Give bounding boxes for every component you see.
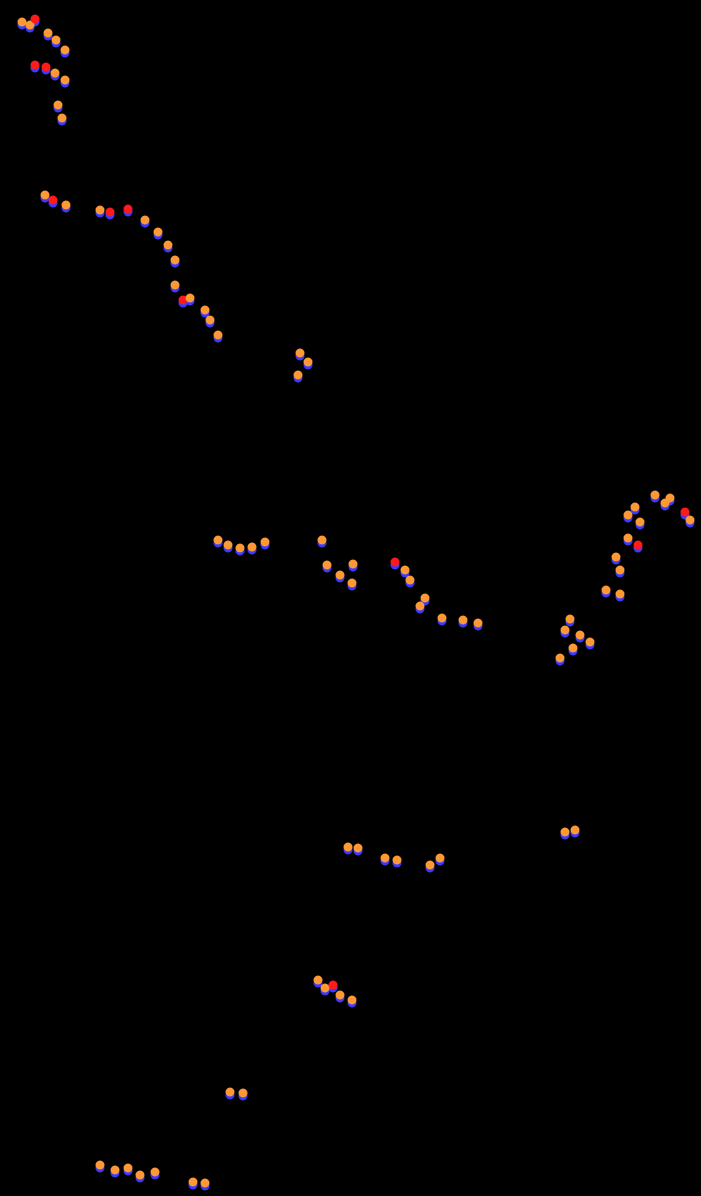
- point-marker: [201, 306, 210, 315]
- point-marker: [354, 844, 363, 853]
- scatter-plot: [0, 0, 701, 1196]
- point-marker: [164, 241, 173, 250]
- point-marker: [391, 558, 400, 567]
- point-marker: [239, 1089, 248, 1098]
- point-marker: [124, 1164, 133, 1173]
- point-marker: [666, 494, 675, 503]
- point-marker: [41, 191, 50, 200]
- point-marker: [52, 36, 61, 45]
- point-marker: [96, 206, 105, 215]
- point-marker: [571, 826, 580, 835]
- point-marker: [561, 828, 570, 837]
- point-marker: [348, 579, 357, 588]
- point-marker: [304, 358, 313, 367]
- point-marker: [561, 626, 570, 635]
- point-marker: [201, 1179, 210, 1188]
- point-marker: [576, 631, 585, 640]
- point-marker: [556, 654, 565, 663]
- point-marker: [348, 996, 357, 1005]
- point-marker: [624, 511, 633, 520]
- point-marker: [248, 543, 257, 552]
- point-marker: [51, 69, 60, 78]
- point-marker: [61, 76, 70, 85]
- point-marker: [436, 854, 445, 863]
- point-marker: [459, 616, 468, 625]
- point-marker: [31, 15, 40, 24]
- point-marker: [186, 294, 195, 303]
- point-marker: [686, 516, 695, 525]
- point-marker: [236, 544, 245, 553]
- point-marker: [214, 536, 223, 545]
- point-marker: [261, 538, 270, 547]
- point-marker: [136, 1171, 145, 1180]
- point-marker: [171, 256, 180, 265]
- plot-background: [0, 0, 701, 1196]
- point-marker: [438, 614, 447, 623]
- point-marker: [54, 101, 63, 110]
- point-marker: [566, 615, 575, 624]
- point-marker: [349, 560, 358, 569]
- point-marker: [602, 586, 611, 595]
- point-marker: [318, 536, 327, 545]
- point-marker: [651, 491, 660, 500]
- point-marker: [401, 566, 410, 575]
- point-marker: [44, 29, 53, 38]
- point-marker: [612, 553, 621, 562]
- point-marker: [344, 843, 353, 852]
- point-marker: [224, 541, 233, 550]
- point-marker: [124, 205, 133, 214]
- point-marker: [206, 316, 215, 325]
- point-marker: [416, 602, 425, 611]
- point-marker: [296, 349, 305, 358]
- point-marker: [381, 854, 390, 863]
- point-marker: [189, 1178, 198, 1187]
- point-marker: [106, 208, 115, 217]
- point-marker: [631, 503, 640, 512]
- point-marker: [141, 216, 150, 225]
- point-marker: [321, 984, 330, 993]
- point-marker: [634, 541, 643, 550]
- point-marker: [151, 1168, 160, 1177]
- point-marker: [329, 981, 338, 990]
- point-marker: [421, 594, 430, 603]
- point-marker: [214, 331, 223, 340]
- point-marker: [42, 63, 51, 72]
- point-marker: [31, 61, 40, 70]
- point-marker: [314, 976, 323, 985]
- point-marker: [426, 861, 435, 870]
- point-marker: [624, 534, 633, 543]
- point-marker: [294, 371, 303, 380]
- point-marker: [111, 1166, 120, 1175]
- point-marker: [336, 991, 345, 1000]
- point-marker: [323, 561, 332, 570]
- point-marker: [96, 1161, 105, 1170]
- point-marker: [393, 856, 402, 865]
- point-marker: [616, 590, 625, 599]
- point-marker: [62, 201, 71, 210]
- point-marker: [61, 46, 70, 55]
- point-marker: [616, 566, 625, 575]
- point-marker: [636, 518, 645, 527]
- point-marker: [171, 281, 180, 290]
- point-marker: [474, 619, 483, 628]
- point-marker: [154, 228, 163, 237]
- point-marker: [49, 196, 58, 205]
- point-marker: [226, 1088, 235, 1097]
- point-marker: [586, 638, 595, 647]
- point-marker: [406, 576, 415, 585]
- point-marker: [18, 18, 27, 27]
- point-marker: [58, 114, 67, 123]
- point-marker: [681, 508, 690, 517]
- point-marker: [336, 571, 345, 580]
- point-marker: [569, 644, 578, 653]
